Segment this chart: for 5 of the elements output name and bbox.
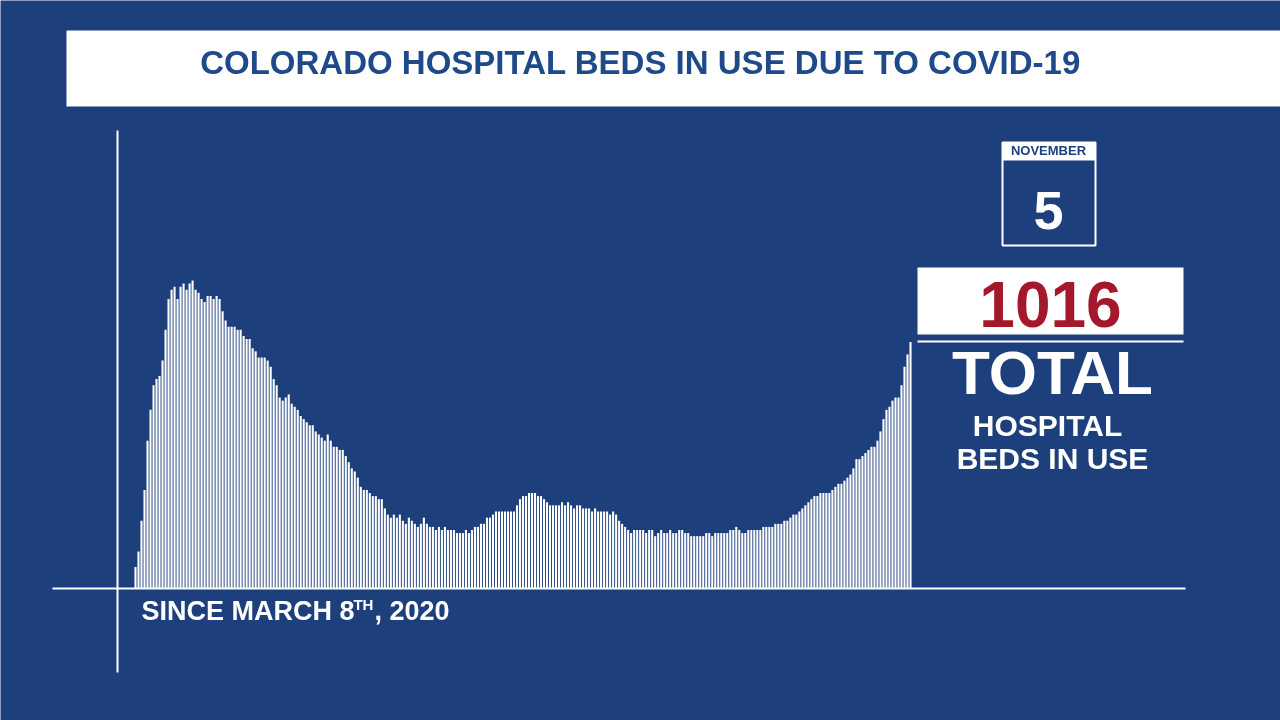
text: HOSPITAL bbox=[972, 408, 1123, 442]
text: BEDS IN USE bbox=[956, 441, 1149, 475]
text: NOVEMBER bbox=[1010, 142, 1087, 158]
chart-title: COLORADO HOSPITAL BEDS IN USE DUE TO COVID-19 bbox=[200, 43, 1081, 81]
text: 5 bbox=[1033, 179, 1064, 240]
